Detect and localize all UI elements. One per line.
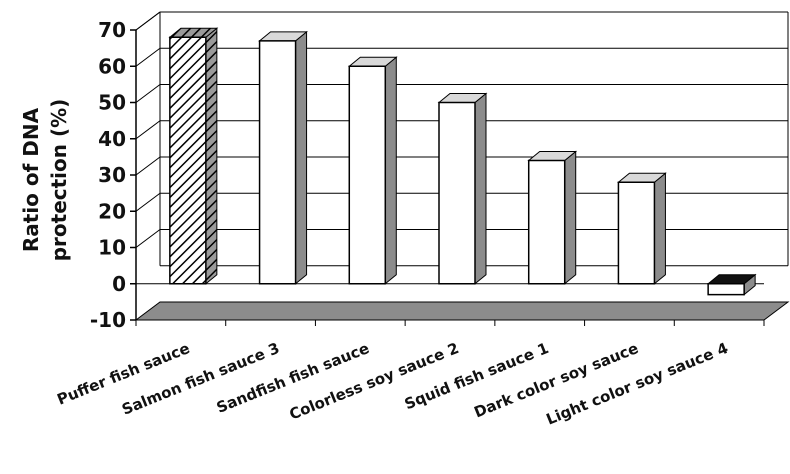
bar bbox=[258, 30, 308, 285]
gridline-depth bbox=[135, 47, 161, 67]
gridline-depth bbox=[135, 229, 161, 248]
y-tick-label: 50 bbox=[98, 91, 126, 115]
x-axis-ticks bbox=[135, 320, 765, 326]
bar bbox=[617, 172, 667, 285]
y-tick-label: 0 bbox=[112, 272, 126, 296]
bar bbox=[168, 27, 219, 285]
bars bbox=[168, 27, 757, 296]
y-tick-label: 60 bbox=[98, 54, 126, 78]
y-tick-label: 30 bbox=[98, 163, 126, 187]
chart-floor bbox=[134, 301, 790, 321]
bar bbox=[706, 273, 757, 296]
bar-side bbox=[653, 172, 666, 285]
bar-front bbox=[169, 36, 207, 285]
bar-front bbox=[527, 159, 566, 285]
y-axis-ticks: -10 0 10 20 30 40 50 60 70 bbox=[90, 18, 136, 332]
y-tick-label: 20 bbox=[98, 199, 126, 223]
plot-area: -10 0 10 20 30 40 50 60 70 Puffer fish sauceSalmo… bbox=[55, 11, 790, 429]
bar-side bbox=[474, 92, 487, 285]
bar-front bbox=[258, 40, 297, 285]
gridline-depth bbox=[135, 84, 161, 103]
bar-side bbox=[384, 56, 397, 285]
y-axis-title-line: Ratio of DNA bbox=[19, 107, 43, 252]
x-tick-label: Colorless soy sauce 2 bbox=[287, 339, 462, 424]
y-axis-title: Ratio of DNA protection (%) bbox=[19, 99, 71, 262]
y-tick-label: -10 bbox=[90, 308, 126, 332]
y-axis-title-line: protection (%) bbox=[47, 99, 71, 262]
wall-top-edge bbox=[135, 11, 161, 31]
bar bbox=[347, 56, 398, 285]
gridline-depth bbox=[135, 156, 161, 176]
y-tick-label: 10 bbox=[98, 236, 126, 260]
gridline-depth bbox=[135, 192, 161, 212]
bar bbox=[437, 92, 488, 285]
bar-front bbox=[617, 181, 656, 285]
y-tick-label: 40 bbox=[98, 127, 126, 151]
y-tick-label: 70 bbox=[98, 18, 126, 42]
bar-side bbox=[205, 27, 218, 285]
bar-front bbox=[348, 65, 387, 285]
bar-front bbox=[438, 101, 476, 285]
bar-side bbox=[295, 30, 308, 285]
bar-front bbox=[707, 283, 745, 296]
x-tick-label: Salmon fish sauce 3 bbox=[119, 339, 282, 419]
gridline-depth bbox=[135, 120, 161, 140]
bar bbox=[527, 150, 578, 285]
bar-side bbox=[564, 150, 577, 285]
